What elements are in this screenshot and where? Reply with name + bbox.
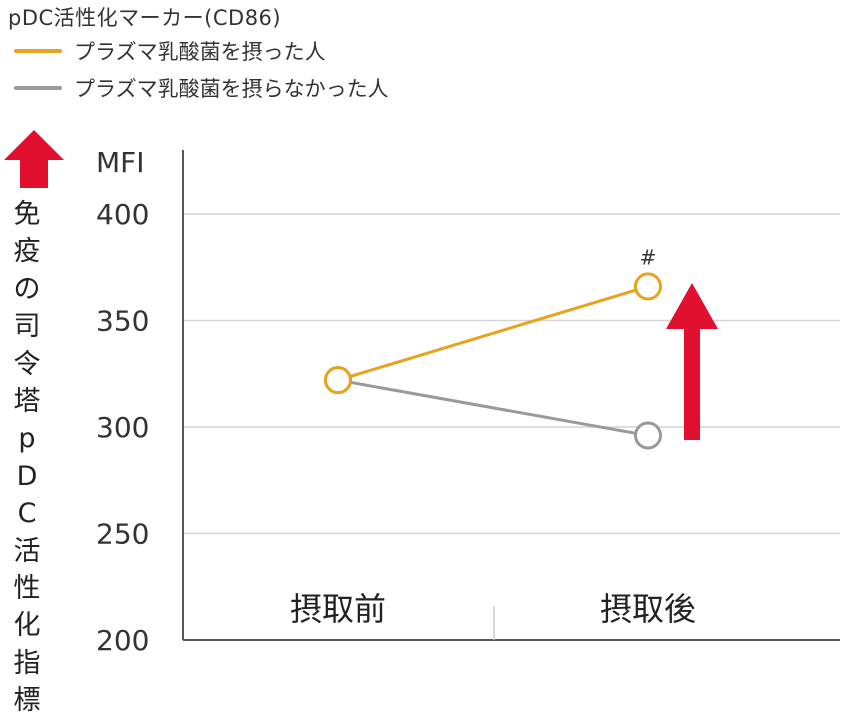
data-point bbox=[634, 272, 662, 301]
data-point bbox=[634, 421, 662, 450]
legend-label-not-taken: プラズマ乳酸菌を摂らなかった人 bbox=[74, 77, 389, 101]
series-line bbox=[337, 284, 649, 382]
y-axis-label-char: 塔 bbox=[13, 386, 41, 418]
x-category-label: 摂取前 bbox=[290, 590, 386, 628]
y-axis-label-char: D bbox=[16, 460, 38, 492]
y-axis-label-char: p bbox=[18, 423, 36, 455]
y-axis-label-char: 性 bbox=[13, 573, 41, 605]
increase-arrow bbox=[666, 283, 718, 440]
legend-item-taken: プラズマ乳酸菌を摂った人 bbox=[14, 36, 326, 66]
x-category-label: 摂取後 bbox=[600, 590, 696, 628]
data-point bbox=[324, 366, 352, 395]
y-axis-label-char: 司 bbox=[13, 311, 41, 343]
y-axis-label-char: 活 bbox=[13, 535, 41, 567]
y-tick-label: 300 bbox=[96, 411, 149, 444]
y-tick-label: 250 bbox=[96, 518, 149, 551]
legend-item-not-taken: プラズマ乳酸菌を摂らなかった人 bbox=[14, 73, 389, 103]
y-tick-label: 350 bbox=[96, 305, 149, 338]
chart-title: pDC活性化マーカー(CD86) bbox=[8, 6, 282, 30]
y-unit-label: MFI bbox=[96, 146, 145, 179]
significance-annotation: # bbox=[640, 245, 657, 269]
y-axis-label-char: 令 bbox=[13, 348, 41, 380]
y-axis-label-char: の bbox=[13, 273, 41, 305]
y-axis-label-char: 標 bbox=[13, 685, 41, 717]
y-axis-label-char: 化 bbox=[13, 610, 41, 642]
series-line bbox=[337, 378, 649, 437]
y-axis-label-char: 免 bbox=[13, 199, 41, 230]
legend-label-taken: プラズマ乳酸菌を摂った人 bbox=[74, 40, 326, 64]
y-axis-label-char: 疫 bbox=[13, 236, 41, 268]
legend-swatch-orange bbox=[14, 49, 62, 53]
up-arrow-icon bbox=[4, 130, 64, 188]
y-axis-label-char: C bbox=[17, 498, 37, 530]
y-tick-label: 200 bbox=[96, 624, 149, 654]
line-chart: MFI 200 250 300 350 400 摂取前 摂取後 # bbox=[96, 146, 840, 654]
legend-swatch-gray bbox=[14, 86, 62, 90]
y-tick-label: 400 bbox=[96, 198, 149, 231]
